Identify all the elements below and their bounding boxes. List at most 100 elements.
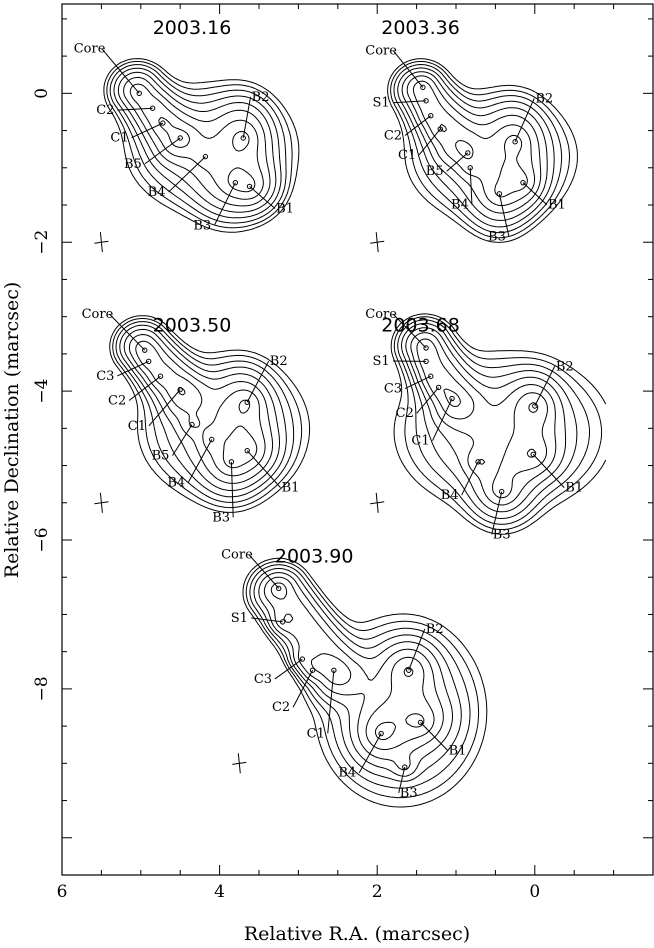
component-leader: [532, 454, 565, 488]
component-label-C3: C3: [96, 369, 114, 384]
component-label-B1: B1: [276, 201, 294, 216]
y-axis-title: Relative Declination (marcsec): [1, 282, 23, 578]
component-marker: [532, 403, 538, 409]
component-marker: [240, 135, 246, 141]
component-label-Core: Core: [221, 548, 253, 563]
axis-ticks: 6 4 2 0 0 −2 −4 −6 −8: [32, 4, 654, 902]
component-label-B2: B2: [270, 354, 288, 369]
contour-level: [374, 666, 425, 741]
component-label-C1: C1: [307, 726, 325, 741]
component-marker: [177, 135, 183, 141]
contour-level: [112, 318, 303, 509]
contour-level: [270, 582, 435, 751]
component-label-B4: B4: [338, 766, 356, 781]
component-marker: [423, 358, 429, 365]
component-marker: [437, 126, 443, 132]
component-label-C2: C2: [108, 394, 126, 409]
component-leader: [213, 182, 236, 226]
contour-level: [242, 557, 488, 808]
component-marker: [149, 105, 156, 111]
component-marker: [160, 120, 166, 126]
component-leader: [246, 450, 281, 488]
component-leader: [522, 182, 548, 206]
x-axis-title: Relative R.A. (marcsec): [244, 923, 470, 945]
component-leader: [144, 137, 181, 165]
contour-level: [443, 388, 539, 458]
component-marker: [209, 436, 215, 443]
component-label-B4: B4: [441, 488, 459, 503]
component-leader: [187, 439, 213, 483]
component-leader: [392, 50, 424, 88]
component-leader: [242, 96, 252, 139]
component-label-C3: C3: [384, 382, 402, 397]
component-label-C1: C1: [110, 131, 128, 146]
component-leader: [248, 554, 280, 589]
component-marker: [530, 451, 536, 458]
component-marker: [202, 153, 209, 160]
contour-level: [129, 83, 264, 200]
component-marker: [449, 395, 455, 402]
component-label-B5: B5: [124, 157, 142, 172]
panel-2003.16: 2003.16 Core C2 C1 B5 B4 B3 B2 B1: [74, 17, 300, 253]
component-marker: [423, 98, 429, 104]
beam-marker: [375, 492, 379, 513]
component-leader: [274, 658, 303, 680]
contour-level: [103, 58, 300, 233]
y-tick-label: −2: [32, 230, 52, 255]
component-leader: [461, 461, 479, 496]
contour-level: [128, 334, 274, 484]
component-label-Core: Core: [365, 44, 397, 59]
component-leader: [251, 617, 283, 623]
plot-frame: [61, 3, 654, 876]
contour-level: [397, 67, 555, 228]
component-label-C1: C1: [398, 148, 416, 163]
component-leader: [101, 48, 140, 94]
component-label-B2: B2: [426, 622, 444, 637]
contour-level: [109, 315, 311, 513]
y-tick-label: −8: [32, 676, 52, 701]
contour-level: [390, 61, 570, 239]
beam-marker: [99, 492, 103, 513]
component-marker: [467, 165, 473, 171]
component-label-C1: C1: [411, 434, 429, 449]
component-label-C2: C2: [384, 128, 402, 143]
contour-level: [135, 340, 266, 477]
component-label-C2: C2: [96, 103, 114, 118]
contour-level: [245, 560, 480, 799]
epoch-title: 2003.36: [381, 17, 460, 39]
contour-level: [177, 387, 258, 469]
x-tick-label: 2: [372, 882, 383, 902]
component-label-B4: B4: [451, 198, 469, 213]
contour-level: [406, 75, 542, 214]
component-marker: [520, 179, 526, 186]
component-leader: [392, 313, 427, 349]
component-label-Core: Core: [82, 307, 114, 322]
component-label-B1: B1: [282, 481, 300, 496]
beam-marker: [375, 232, 379, 253]
contour-level: [387, 58, 578, 243]
component-marker: [157, 373, 164, 379]
component-marker: [496, 191, 503, 197]
component-leader: [131, 122, 164, 139]
component-marker: [428, 373, 434, 379]
component-leader: [446, 152, 469, 172]
component-leader: [398, 766, 406, 793]
component-label-C3: C3: [254, 672, 272, 687]
component-leader: [404, 375, 432, 390]
contour-level: [123, 76, 271, 207]
contour-level: [115, 321, 295, 503]
contour-level: [106, 61, 293, 229]
component-label-B3: B3: [400, 786, 418, 801]
contour-level: [393, 316, 603, 530]
component-marker: [228, 459, 235, 465]
component-leader: [117, 360, 149, 377]
contour-level: [393, 64, 563, 234]
component-leader: [327, 670, 335, 734]
component-label-B3: B3: [493, 528, 511, 543]
component-label-C2: C2: [272, 700, 290, 715]
epoch-title: 2003.90: [275, 545, 354, 567]
component-marker: [475, 459, 481, 465]
